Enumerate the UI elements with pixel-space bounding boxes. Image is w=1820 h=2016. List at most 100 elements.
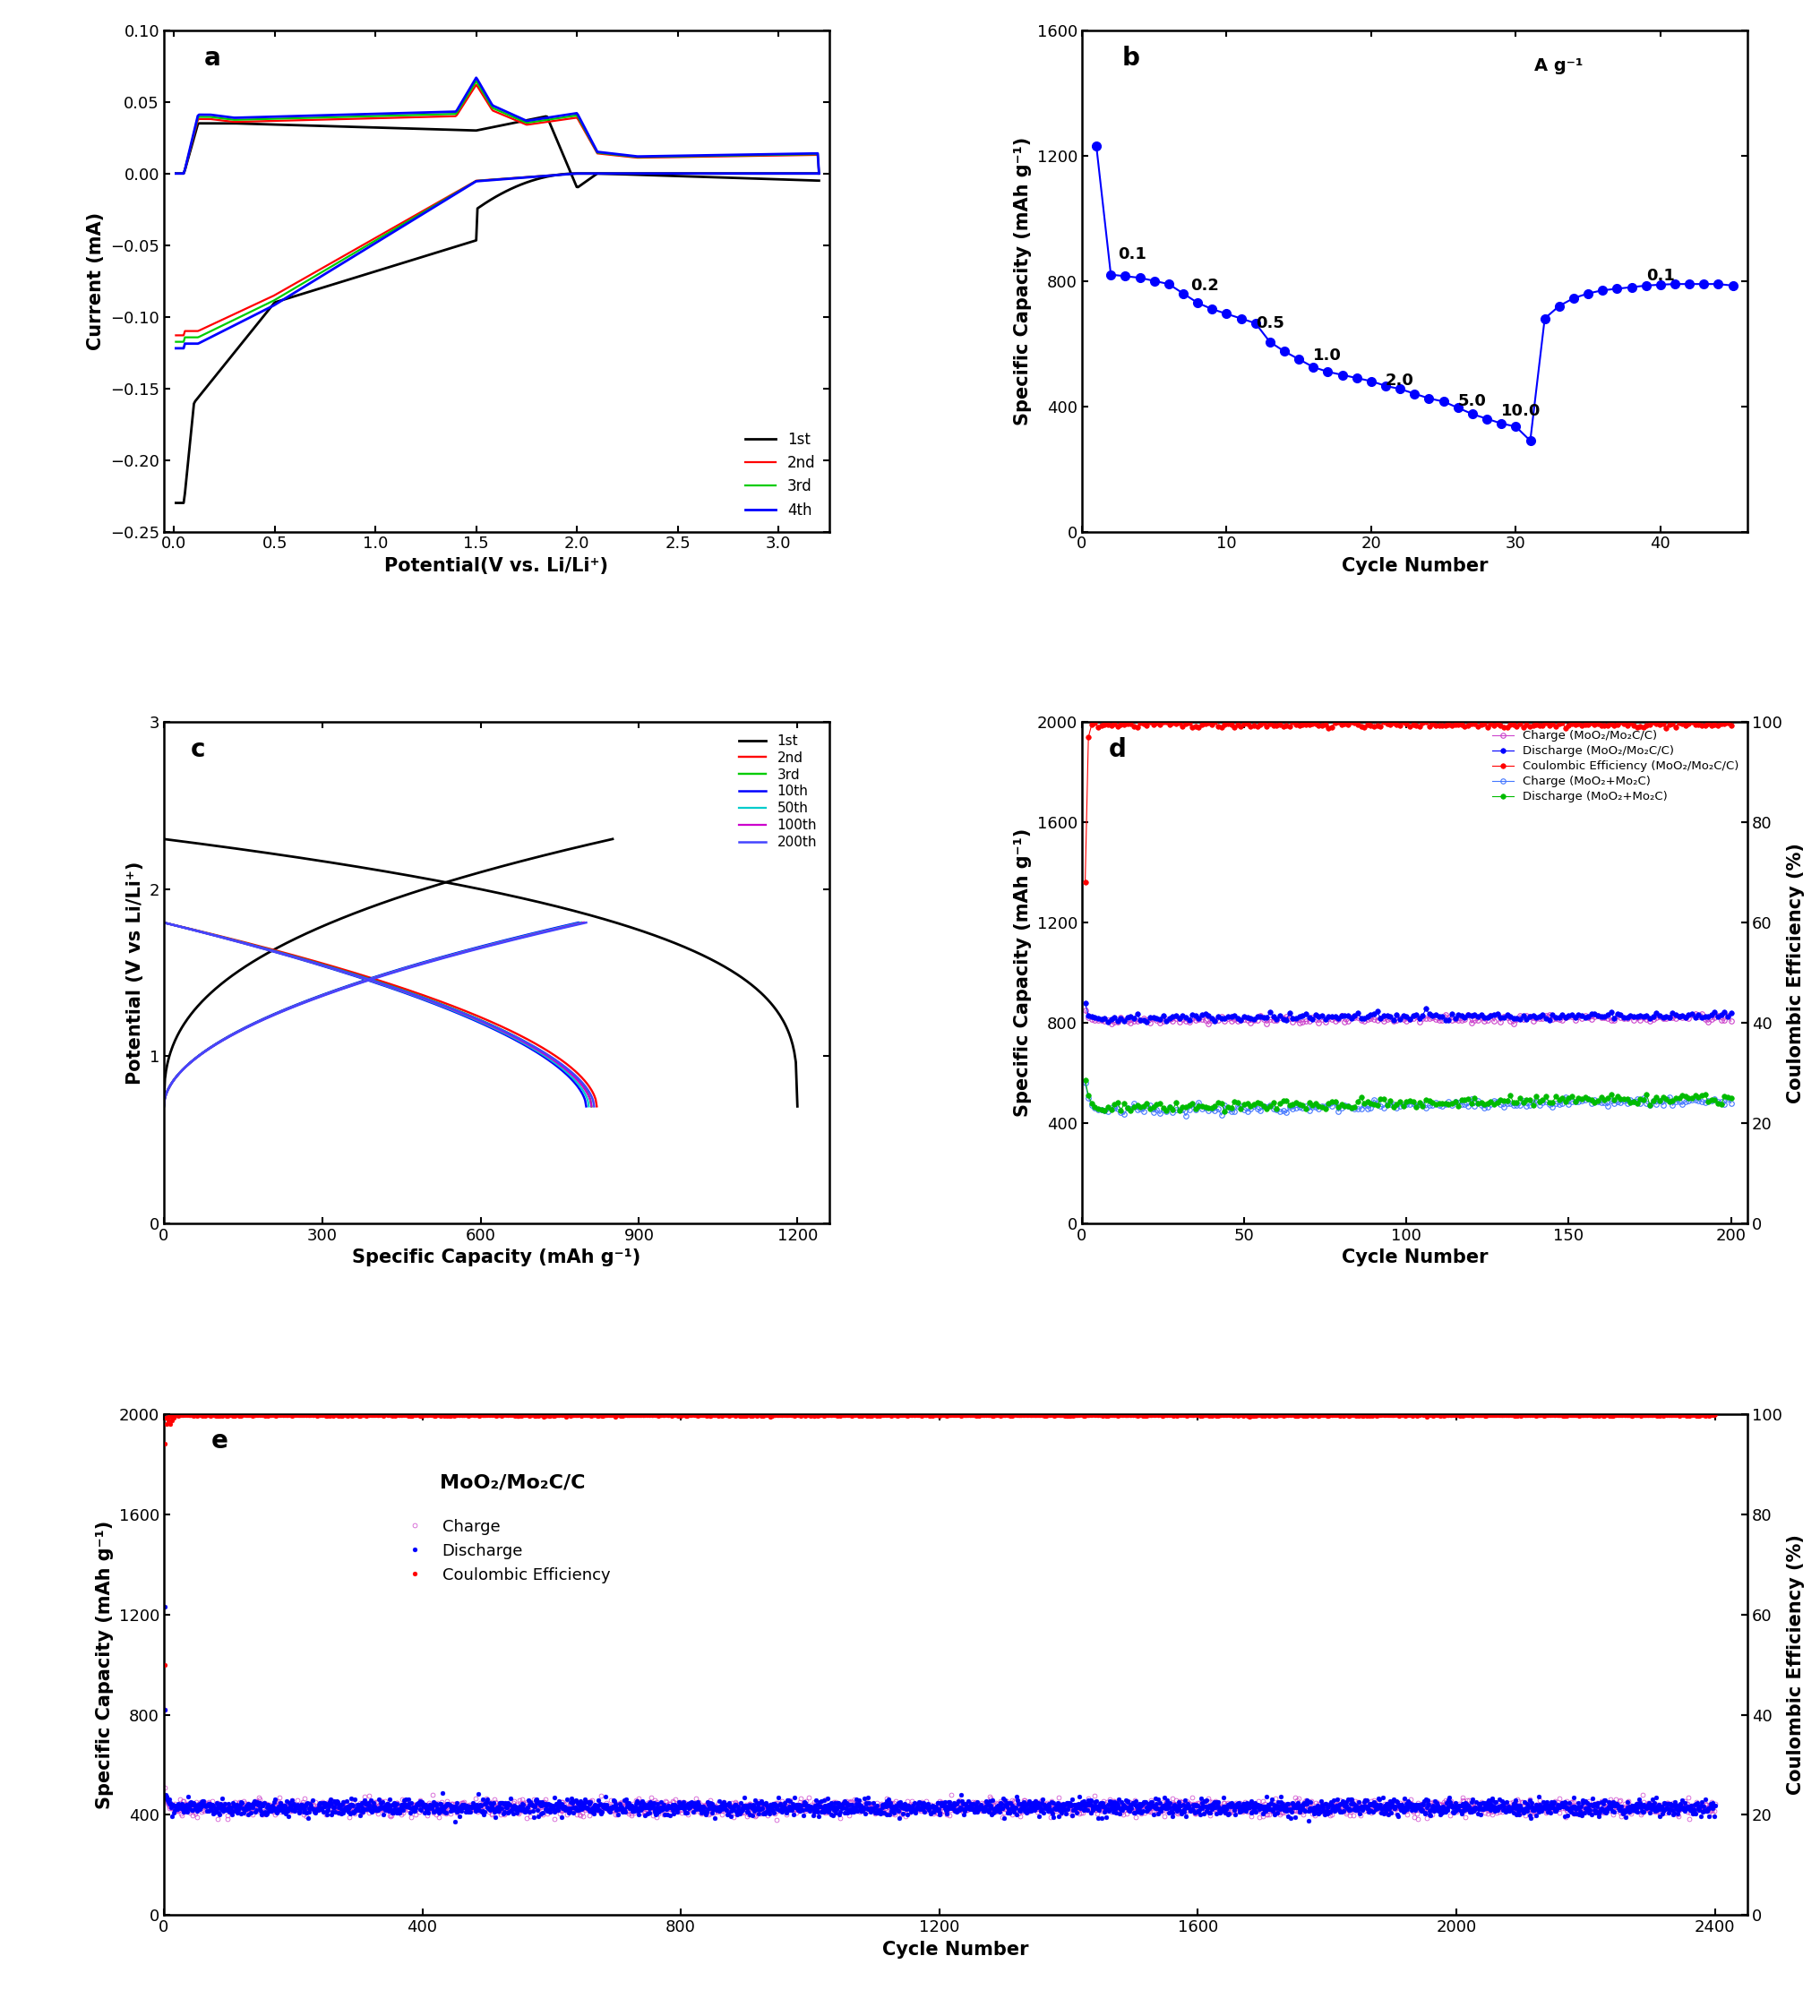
Coulombic Efficiency (MoO₂/Mo₂C/C): [1669, 712, 1691, 736]
Charge (MoO₂+Mo₂C): [1101, 1097, 1123, 1121]
50th: [320, 956, 342, 980]
Text: 0.2: 0.2: [1190, 278, 1219, 294]
1st: [808, 169, 830, 194]
4th: [808, 161, 830, 185]
Charge (MoO₂/Mo₂C/C): [1114, 1008, 1136, 1032]
Text: 10.0: 10.0: [1501, 403, 1542, 419]
Charge (MoO₂/Mo₂C/C): [1720, 1010, 1742, 1034]
Discharge: [1704, 1794, 1725, 1818]
Y-axis label: Specific Capacity (mAh g⁻¹): Specific Capacity (mAh g⁻¹): [1014, 829, 1032, 1117]
Discharge: [368, 1796, 389, 1820]
1st: [404, 865, 426, 889]
Y-axis label: Coulombic Efficiency (%): Coulombic Efficiency (%): [1787, 1534, 1805, 1794]
2nd: [466, 73, 488, 97]
Text: 2.0: 2.0: [1385, 373, 1414, 389]
1st: [513, 109, 535, 133]
Line: Discharge (MoO₂+Mo₂C): Discharge (MoO₂+Mo₂C): [1083, 1079, 1733, 1113]
Discharge (MoO₂/Mo₂C/C): [1720, 1000, 1742, 1024]
Text: 5.0: 5.0: [1458, 393, 1487, 409]
Discharge: [153, 1697, 175, 1722]
3rd: [422, 988, 444, 1012]
Text: 1.0: 1.0: [1314, 349, 1341, 365]
Line: Coulombic Efficiency: Coulombic Efficiency: [162, 1411, 1716, 1667]
Discharge (MoO₂+Mo₂C): [1669, 1087, 1691, 1111]
50th: [579, 1095, 601, 1119]
4th: [794, 141, 815, 165]
Discharge (MoO₂+Mo₂C): [1691, 1083, 1713, 1107]
3rd: [204, 923, 226, 948]
1st: [166, 161, 187, 185]
Line: 10th: 10th: [164, 923, 586, 1107]
Discharge (MoO₂+Mo₂C): [1250, 1093, 1272, 1117]
100th: [464, 1006, 486, 1030]
Coulombic Efficiency (MoO₂/Mo₂C/C): [1691, 714, 1713, 738]
100th: [581, 1095, 602, 1119]
Discharge (MoO₂+Mo₂C): [1101, 1099, 1123, 1123]
Discharge: [859, 1798, 881, 1822]
Coulombic Efficiency (MoO₂/Mo₂C/C): [1198, 710, 1219, 734]
Charge: [273, 1796, 295, 1820]
Text: a: a: [204, 44, 220, 71]
3rd: [153, 911, 175, 935]
200th: [293, 948, 315, 972]
Text: e: e: [211, 1429, 228, 1454]
3rd: [464, 1006, 486, 1030]
Line: Coulombic Efficiency (MoO₂/Mo₂C/C): Coulombic Efficiency (MoO₂/Mo₂C/C): [1083, 720, 1733, 885]
Charge: [1704, 1792, 1725, 1816]
Coulombic Efficiency: [153, 1653, 175, 1677]
Line: 50th: 50th: [164, 923, 590, 1107]
Discharge: [155, 1595, 177, 1619]
Coulombic Efficiency (MoO₂/Mo₂C/C): [1152, 710, 1174, 734]
Charge (MoO₂+Mo₂C): [1074, 1070, 1096, 1095]
Y-axis label: Potential (V vs Li/Li⁺): Potential (V vs Li/Li⁺): [126, 861, 144, 1085]
X-axis label: Cycle Number: Cycle Number: [883, 1941, 1028, 1960]
50th: [291, 948, 313, 972]
Charge (MoO₂+Mo₂C): [1176, 1103, 1198, 1127]
10th: [459, 1006, 480, 1030]
Text: MoO₂/Mo₂C/C: MoO₂/Mo₂C/C: [439, 1474, 584, 1492]
Line: 3rd: 3rd: [164, 923, 592, 1107]
Text: 0.5: 0.5: [1256, 314, 1285, 331]
Line: Charge: Charge: [162, 1708, 1716, 1822]
2nd: [466, 1004, 488, 1028]
2nd: [693, 145, 715, 169]
Charge (MoO₂+Mo₂C): [1669, 1091, 1691, 1115]
Coulombic Efficiency: [857, 1403, 879, 1427]
Line: 2nd: 2nd: [164, 923, 597, 1107]
2nd: [808, 161, 830, 185]
200th: [424, 990, 446, 1014]
Discharge (MoO₂+Mo₂C): [1720, 1087, 1742, 1111]
Coulombic Efficiency: [175, 1401, 197, 1425]
Y-axis label: Specific Capacity (mAh g⁻¹): Specific Capacity (mAh g⁻¹): [96, 1520, 115, 1808]
Charge: [766, 1808, 788, 1833]
Charge (MoO₂/Mo₂C/C): [1669, 1004, 1691, 1028]
Discharge: [444, 1808, 466, 1833]
Discharge (MoO₂/Mo₂C/C): [1198, 1004, 1219, 1028]
3rd: [794, 143, 815, 167]
100th: [462, 1006, 484, 1030]
4th: [166, 161, 187, 185]
Text: 0.1: 0.1: [1645, 268, 1674, 284]
2nd: [153, 911, 175, 935]
Line: 3rd: 3rd: [177, 81, 819, 173]
200th: [324, 956, 346, 980]
Line: 1st: 1st: [177, 117, 819, 187]
Coulombic Efficiency (MoO₂/Mo₂C/C): [1074, 871, 1096, 895]
1st: [359, 857, 380, 881]
Coulombic Efficiency: [1467, 1403, 1489, 1427]
Y-axis label: Coulombic Efficiency (%): Coulombic Efficiency (%): [1787, 843, 1805, 1103]
50th: [462, 1006, 484, 1030]
Charge: [368, 1802, 389, 1826]
Discharge (MoO₂+Mo₂C): [1194, 1095, 1216, 1119]
Discharge (MoO₂/Mo₂C/C): [1116, 1006, 1138, 1030]
1st: [613, 913, 635, 937]
10th: [320, 956, 342, 980]
Discharge (MoO₂+Mo₂C): [1114, 1091, 1136, 1115]
3rd: [550, 105, 571, 129]
3rd: [322, 956, 344, 980]
Legend: Charge, Discharge, Coulombic Efficiency: Charge, Discharge, Coulombic Efficiency: [393, 1512, 617, 1591]
3rd: [808, 161, 830, 185]
Discharge: [197, 1792, 218, 1816]
Discharge (MoO₂+Mo₂C): [1214, 1099, 1236, 1123]
2nd: [515, 113, 537, 137]
